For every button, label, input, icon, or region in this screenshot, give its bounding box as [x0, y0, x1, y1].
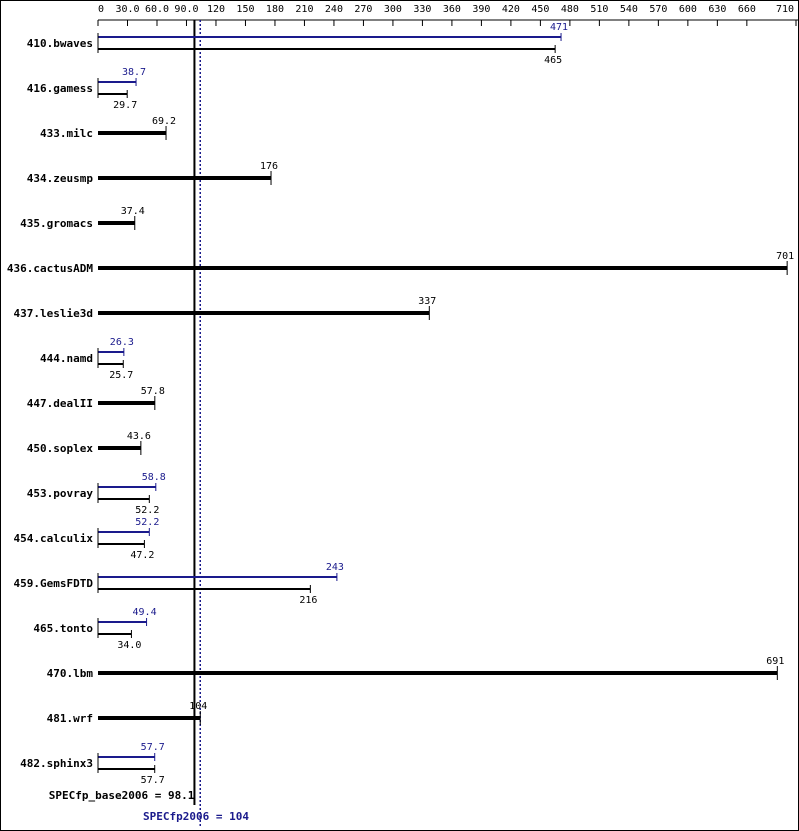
value-label: 69.2	[152, 116, 176, 127]
value-label: 38.7	[122, 67, 146, 78]
x-tick-label: 0	[98, 4, 104, 15]
x-tick-label: 150	[236, 4, 254, 15]
x-tick-label: 120	[207, 4, 225, 15]
x-tick-label: 60.0	[145, 4, 169, 15]
value-label: 34.0	[117, 640, 141, 651]
x-tick-label: 600	[679, 4, 697, 15]
category-label: 481.wrf	[47, 712, 93, 725]
x-tick-label: 90.0	[174, 4, 198, 15]
x-tick-label: 480	[561, 4, 579, 15]
value-label: 471	[550, 22, 568, 33]
x-tick-label: 630	[708, 4, 726, 15]
value-label: 57.7	[141, 775, 165, 786]
value-label: 52.2	[135, 505, 159, 516]
category-label: 465.tonto	[33, 622, 93, 635]
x-tick-label: 330	[413, 4, 431, 15]
category-label: 459.GemsFDTD	[14, 577, 94, 590]
category-label: 454.calculix	[14, 532, 94, 545]
x-tick-label: 660	[738, 4, 756, 15]
value-label: 25.7	[109, 370, 133, 381]
category-label: 410.bwaves	[27, 37, 93, 50]
category-label: 435.gromacs	[20, 217, 93, 230]
reference-label: SPECfp_base2006 = 98.1	[49, 789, 195, 802]
category-label: 470.lbm	[47, 667, 94, 680]
category-label: 433.milc	[40, 127, 93, 140]
x-tick-label: 30.0	[115, 4, 139, 15]
value-label: 337	[418, 296, 436, 307]
value-label: 47.2	[130, 550, 154, 561]
value-label: 49.4	[133, 607, 157, 618]
x-tick-label: 180	[266, 4, 284, 15]
value-label: 26.3	[110, 337, 134, 348]
value-label: 57.8	[141, 386, 165, 397]
value-label: 691	[766, 656, 784, 667]
value-label: 29.7	[113, 100, 137, 111]
value-label: 58.8	[142, 472, 166, 483]
x-tick-label: 240	[325, 4, 343, 15]
reference-label: SPECfp2006 = 104	[143, 810, 249, 823]
category-label: 453.povray	[27, 487, 94, 500]
value-label: 52.2	[135, 517, 159, 528]
x-tick-label: 540	[620, 4, 638, 15]
category-label: 447.dealII	[27, 397, 93, 410]
x-tick-label: 390	[472, 4, 490, 15]
category-label: 444.namd	[40, 352, 93, 365]
category-label: 416.gamess	[27, 82, 93, 95]
value-label: 465	[544, 55, 562, 66]
x-tick-label: 450	[531, 4, 549, 15]
value-label: 216	[299, 595, 317, 606]
value-label: 57.7	[141, 742, 165, 753]
value-label: 37.4	[121, 206, 145, 217]
category-label: 434.zeusmp	[27, 172, 94, 185]
x-tick-label: 210	[295, 4, 313, 15]
x-tick-label: 570	[649, 4, 667, 15]
value-label: 176	[260, 161, 278, 172]
category-label: 482.sphinx3	[20, 757, 93, 770]
value-label: 43.6	[127, 431, 151, 442]
x-tick-label: 710	[776, 4, 794, 15]
x-tick-label: 300	[384, 4, 402, 15]
x-tick-label: 510	[590, 4, 608, 15]
category-label: 450.soplex	[27, 442, 94, 455]
category-label: 436.cactusADM	[7, 262, 93, 275]
x-tick-label: 270	[354, 4, 372, 15]
category-label: 437.leslie3d	[14, 307, 93, 320]
value-label: 701	[776, 251, 794, 262]
x-tick-label: 420	[502, 4, 520, 15]
value-label: 243	[326, 562, 344, 573]
x-tick-label: 360	[443, 4, 461, 15]
value-label: 104	[189, 701, 207, 712]
